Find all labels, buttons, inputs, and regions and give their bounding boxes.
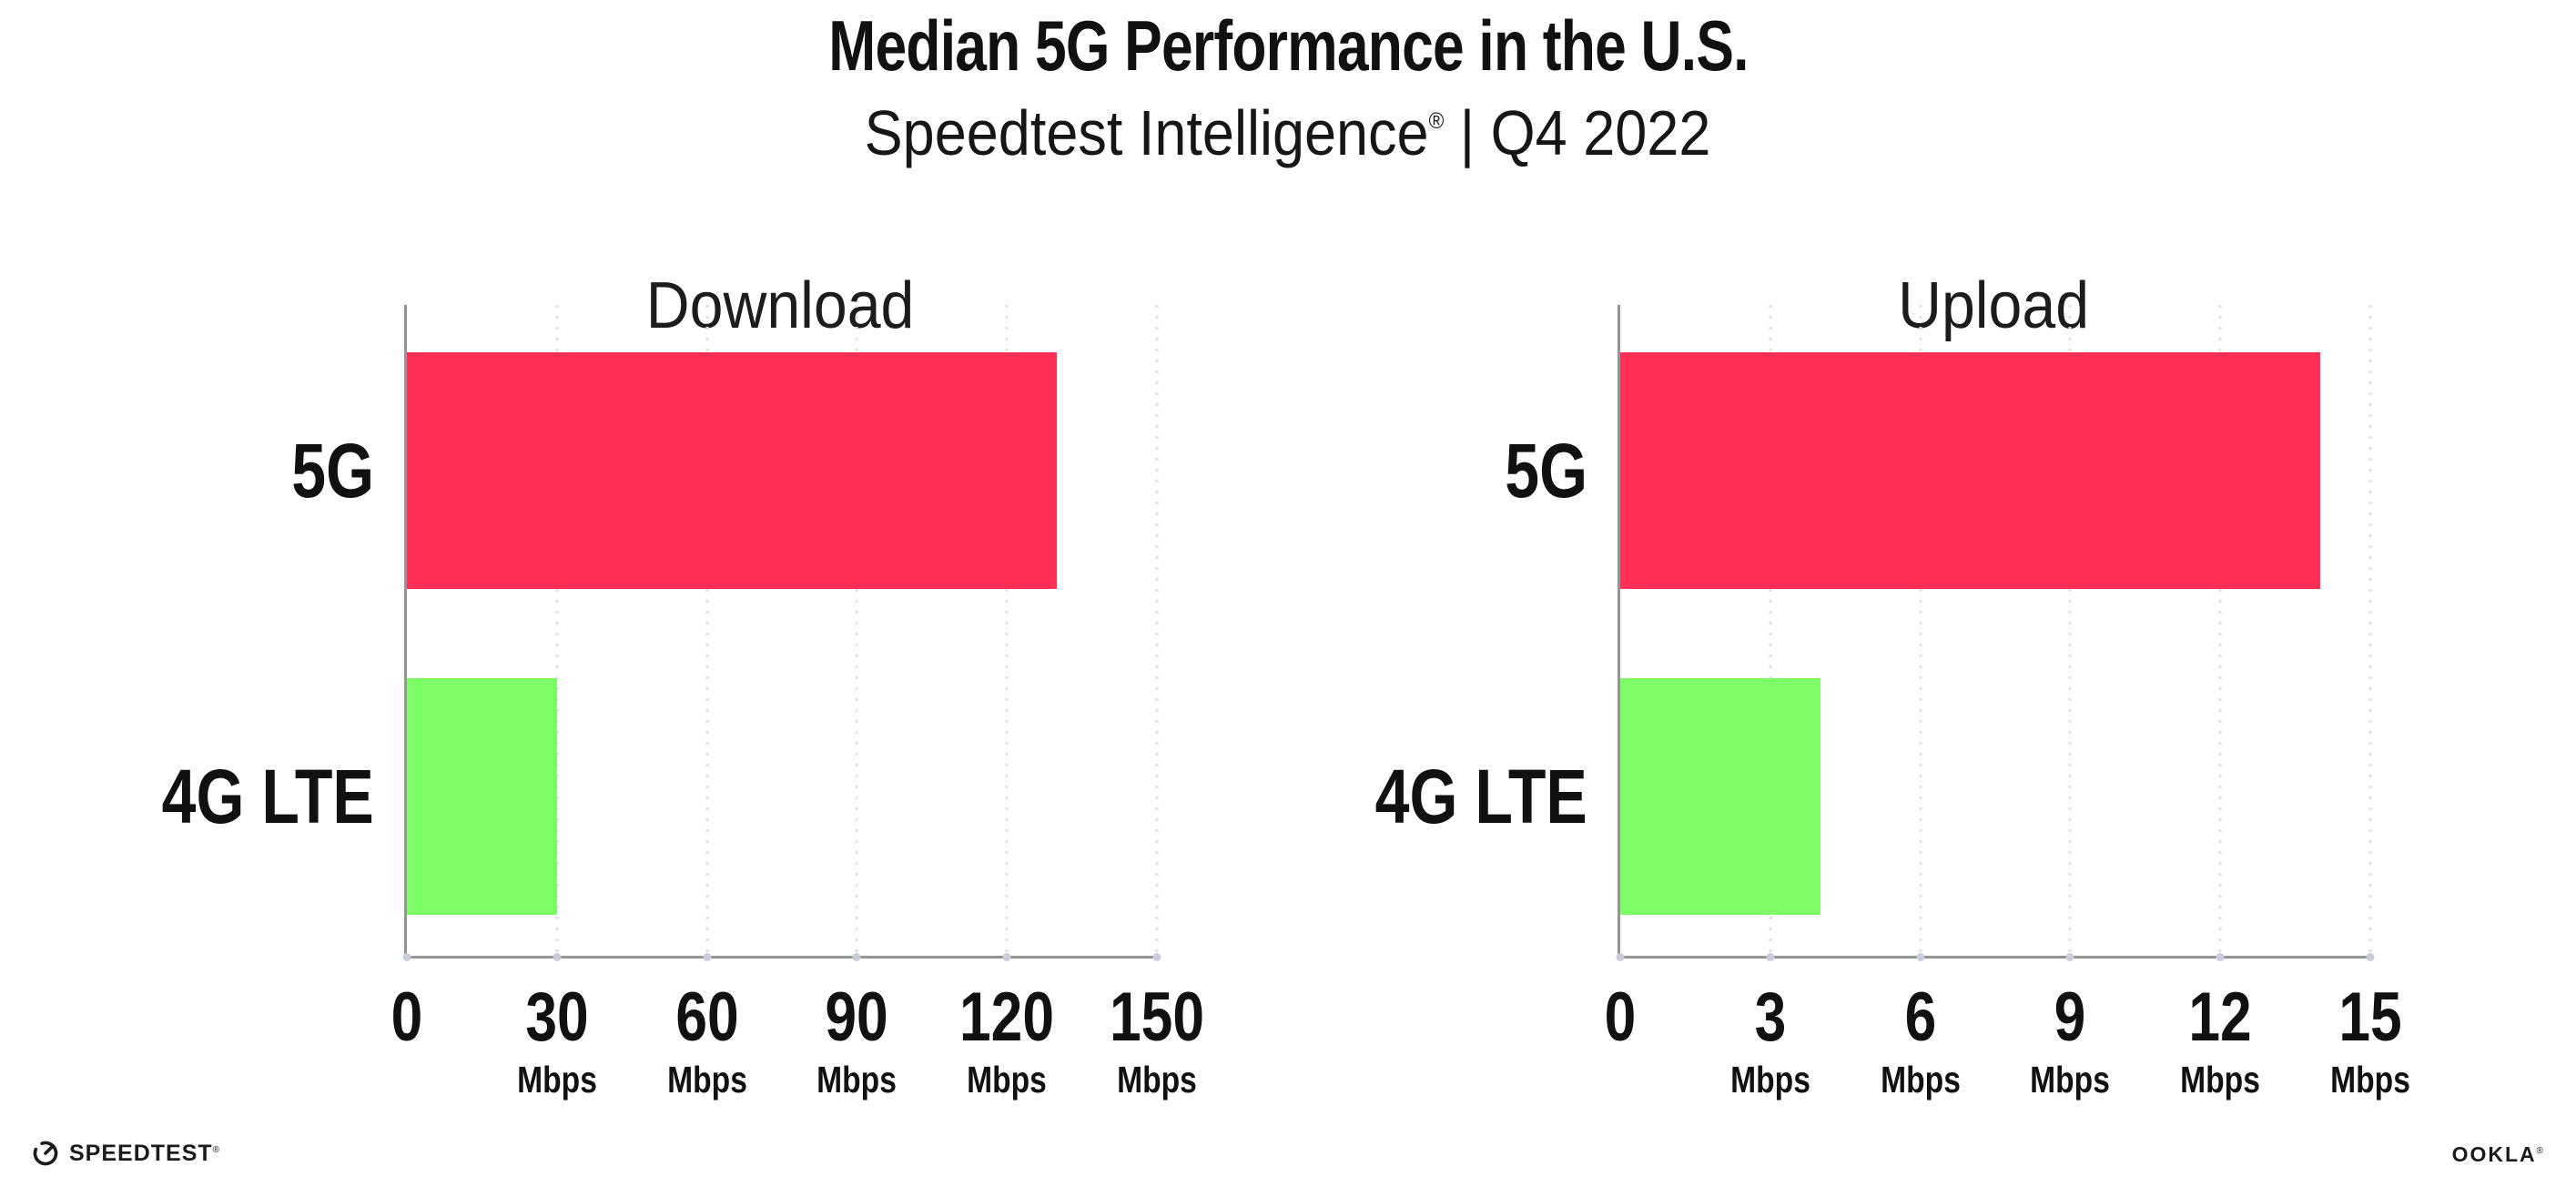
axis-tick-dot: [2065, 953, 2074, 961]
upload-5g-bar: [1620, 352, 2321, 589]
x-tick-value: 120: [959, 979, 1055, 1056]
upload-4g-lte-bar: [1620, 678, 1820, 915]
axis-tick-dot: [2216, 953, 2225, 961]
header: Median 5G Performance in the U.S. Speedt…: [0, 5, 2576, 168]
download-chart-title-text: Download: [646, 269, 915, 342]
x-tick-label: 150 Mbps: [1110, 983, 1204, 1099]
ookla-wordmark-text: OOKLA: [2451, 1142, 2537, 1166]
axis-tick-dot: [852, 953, 861, 961]
page-title-text: Median 5G Performance in the U.S.: [827, 5, 1749, 86]
x-tick-label: 9 Mbps: [2031, 983, 2111, 1099]
upload-x-axis-labels: 0 3 Mbps 6 Mbps 9 Mbps 12 Mbps 15 Mbps: [1605, 956, 2410, 1111]
axis-tick-dot: [1916, 953, 1925, 961]
download-row-label-5g-text: 5G: [291, 428, 374, 513]
download-4g-lte-bar: [407, 678, 557, 915]
x-tick-unit: Mbps: [2180, 1059, 2261, 1101]
download-chart-title: Download: [404, 273, 1157, 339]
axis-tick-dot: [2366, 953, 2375, 961]
axis-tick-dot: [1616, 953, 1625, 961]
axis-tick-dot: [553, 953, 562, 961]
axis-tick-dot: [1152, 953, 1161, 961]
x-tick-unit: Mbps: [1880, 1059, 1961, 1101]
x-tick-label: 0: [1605, 983, 1637, 1052]
x-tick-unit: Mbps: [2330, 1059, 2410, 1101]
x-tick-value: 90: [825, 979, 889, 1056]
registered-mark-icon: ®: [1429, 107, 1445, 134]
x-tick-unit: Mbps: [2030, 1059, 2111, 1101]
gridline: [705, 305, 709, 956]
upload-chart-title: Upload: [1618, 273, 2370, 339]
x-tick-value: 150: [1110, 979, 1204, 1056]
ookla-logo: OOKLA®: [2452, 1144, 2545, 1165]
subtitle-period: | Q4 2022: [1444, 96, 1711, 168]
x-tick-unit: Mbps: [1729, 1059, 1810, 1101]
speedtest-wordmark-text: SPEEDTEST: [69, 1140, 213, 1166]
x-tick-value: 60: [674, 979, 739, 1056]
x-tick-value: 9: [2054, 979, 2086, 1056]
x-tick-label: 15 Mbps: [2330, 983, 2410, 1099]
speedtest-gauge-icon: [33, 1141, 58, 1166]
gridline: [1155, 305, 1159, 956]
x-tick-label: 3 Mbps: [1730, 983, 1810, 1099]
page-subtitle-text: Speedtest Intelligence® | Q4 2022: [865, 96, 1711, 168]
x-tick-label: 120 Mbps: [959, 983, 1054, 1099]
download-plot-area: 5G 4G LTE 0 30 Mbps 60 Mbps 90 Mbps 120 Mbps 150 M…: [162, 305, 1204, 1099]
x-tick-value: 30: [525, 979, 589, 1056]
x-tick-value: 3: [1754, 979, 1787, 1056]
x-tick-label: 12 Mbps: [2180, 983, 2260, 1099]
download-x-axis-labels: 0 30 Mbps 60 Mbps 90 Mbps 120 Mbps 150 Mbps: [391, 956, 1204, 1111]
gridline: [1919, 305, 1922, 956]
axis-tick-dot: [1002, 953, 1011, 961]
upload-chart: Upload 5G 4G LTE 0 3 Mbps 6 Mbps 9 Mbps 12 Mbps 1…: [1375, 218, 2410, 1138]
x-tick-value: 12: [2188, 979, 2252, 1056]
subtitle-brand: Speedtest Intelligence: [865, 96, 1430, 168]
gridline: [555, 305, 559, 956]
download-row-label-5g: 5G: [0, 352, 374, 589]
gridline: [1769, 305, 1772, 956]
x-tick-unit: Mbps: [1117, 1059, 1197, 1101]
x-tick-value: 0: [1604, 979, 1637, 1056]
gridline: [1005, 305, 1009, 956]
gridline: [2068, 305, 2072, 956]
page-title: Median 5G Performance in the U.S.: [0, 5, 2576, 86]
speedtest-logo: SPEEDTEST®: [30, 1140, 220, 1167]
axis-tick-dot: [1766, 953, 1775, 961]
axis-tick-dot: [703, 953, 712, 961]
gridline: [2218, 305, 2222, 956]
x-tick-label: 6 Mbps: [1881, 983, 1961, 1099]
gridline: [2368, 305, 2372, 956]
x-tick-unit: Mbps: [516, 1059, 597, 1101]
x-tick-label: 60 Mbps: [667, 983, 747, 1099]
x-tick-value: 0: [390, 979, 423, 1056]
upload-plot-area: 5G 4G LTE 0 3 Mbps 6 Mbps 9 Mbps 12 Mbps 15 Mbps: [1375, 305, 2410, 1099]
download-row-label-4g-lte-text: 4G LTE: [161, 754, 374, 839]
upload-row-label-5g-text: 5G: [1505, 428, 1587, 513]
axis-tick-dot: [402, 953, 411, 961]
x-tick-label: 90 Mbps: [817, 983, 898, 1099]
x-tick-value: 6: [1904, 979, 1936, 1056]
speedtest-registered-mark-icon: ®: [212, 1144, 221, 1155]
x-tick-value: 15: [2338, 979, 2402, 1056]
upload-row-label-4g-lte: 4G LTE: [1114, 678, 1587, 915]
x-tick-unit: Mbps: [666, 1059, 747, 1101]
download-row-label-4g-lte: 4G LTE: [0, 678, 374, 915]
x-tick-unit: Mbps: [967, 1059, 1048, 1101]
upload-row-label-4g-lte-text: 4G LTE: [1374, 754, 1587, 839]
download-chart: Download 5G 4G LTE 0 30 Mbps 60 Mbps 90 Mbps 12…: [162, 218, 1204, 1138]
upload-row-label-5g: 5G: [1114, 352, 1587, 589]
download-5g-bar: [407, 352, 1058, 589]
x-tick-label: 30 Mbps: [517, 983, 597, 1099]
ookla-registered-mark-icon: ®: [2536, 1146, 2545, 1156]
x-tick-unit: Mbps: [816, 1059, 898, 1101]
page-subtitle: Speedtest Intelligence® | Q4 2022: [0, 96, 2576, 168]
x-tick-label: 0: [391, 983, 423, 1052]
speedtest-wordmark: SPEEDTEST®: [69, 1140, 221, 1166]
upload-chart-title-text: Upload: [1898, 269, 2090, 342]
gridline: [855, 305, 858, 956]
